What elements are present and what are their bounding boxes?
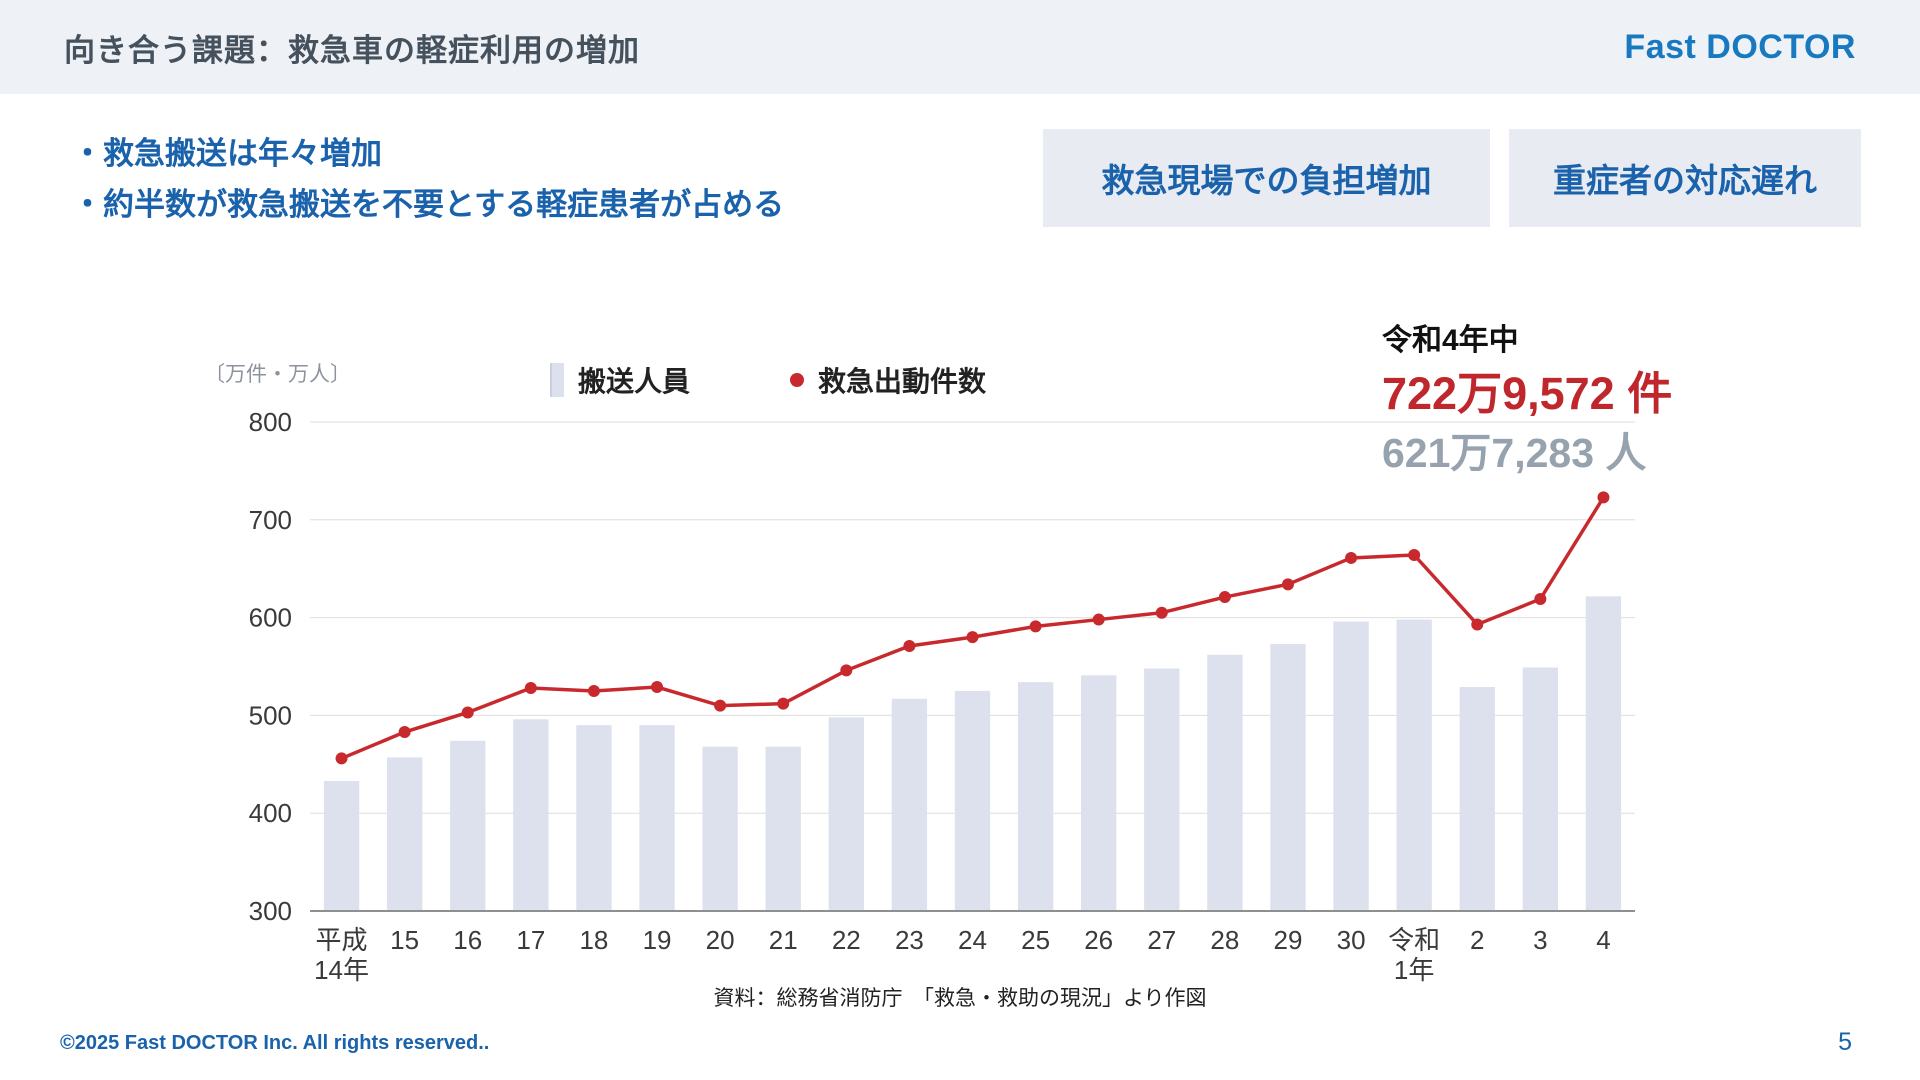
bar-transported <box>386 757 423 911</box>
bar-swatch-icon <box>550 363 564 397</box>
x-tick-label: 15 <box>390 925 419 955</box>
bar-transported <box>323 780 360 911</box>
legend-item-transported: 搬送人員 <box>550 360 690 400</box>
line-point <box>335 752 348 765</box>
line-point <box>1597 491 1610 504</box>
bar-transported <box>1585 596 1622 911</box>
x-tick-label: 19 <box>643 925 672 955</box>
callout-delayed-response: 重症者の対応遅れ <box>1509 129 1861 227</box>
line-point <box>651 681 664 694</box>
bar-transported <box>1207 654 1243 911</box>
line-point <box>1155 606 1168 619</box>
x-tick-label: 17 <box>516 925 545 955</box>
line-point <box>1345 551 1358 564</box>
bar-transported <box>702 746 738 911</box>
x-tick-label: 3 <box>1533 925 1547 955</box>
chart-legend: 搬送人員 救急出動件数 <box>550 360 986 400</box>
x-tick-label: 平成 14年 <box>314 925 369 985</box>
callout-burden-increase: 救急現場での負担増加 <box>1043 129 1490 227</box>
x-tick-label: 令和 1年 <box>1388 925 1440 985</box>
y-tick-label: 700 <box>249 505 292 535</box>
x-tick-label: 24 <box>958 925 987 955</box>
bar-transported <box>1081 675 1117 911</box>
bar-transported <box>576 725 612 911</box>
line-point <box>1092 613 1105 626</box>
bullet-2: ・約半数が救急搬送を不要とする軽症患者が占める <box>72 187 785 223</box>
x-tick-label: 25 <box>1021 925 1050 955</box>
bar-transported <box>1459 687 1495 911</box>
bar-transported <box>1270 644 1306 911</box>
x-tick-label: 18 <box>579 925 608 955</box>
bar-transported <box>891 698 928 911</box>
line-point <box>1281 578 1294 591</box>
fast-doctor-logo: Fast DOCTOR <box>1624 27 1856 66</box>
annotation-dispatch-count: 722万9,572 件 <box>1382 367 1673 419</box>
line-point <box>714 699 727 712</box>
bullet-list: ・救急搬送は年々増加 ・約半数が救急搬送を不要とする軽症患者が占める <box>72 128 784 230</box>
y-tick-label: 400 <box>249 798 292 828</box>
bar-transported <box>765 746 801 911</box>
bar-transported <box>828 717 864 911</box>
legend-label-transported: 搬送人員 <box>578 366 691 397</box>
bar-transported <box>513 719 549 911</box>
x-tick-label: 2 <box>1470 925 1484 955</box>
y-tick-label: 800 <box>249 407 292 437</box>
line-point <box>777 697 790 710</box>
source-caption: 資料：総務省消防庁 「救急・救助の現況」より作図 <box>713 987 1207 1010</box>
header-band: 向き合う課題：救急車の軽症利用の増加 Fast DOCTOR <box>0 0 1920 94</box>
x-tick-label: 27 <box>1147 925 1176 955</box>
latest-year-annotation: 令和4年中 722万9,572 件 621万7,283 人 <box>1382 322 1672 479</box>
x-tick-label: 22 <box>832 925 861 955</box>
bar-transported <box>1522 667 1559 911</box>
x-tick-label: 30 <box>1337 925 1366 955</box>
line-point <box>840 664 853 677</box>
annotation-transport-count: 621万7,283 人 <box>1382 429 1647 476</box>
line-point <box>1534 593 1547 606</box>
bar-transported <box>1144 668 1180 911</box>
legend-item-dispatch: 救急出動件数 <box>790 360 986 400</box>
y-tick-label: 600 <box>249 603 292 633</box>
line-point <box>903 639 916 652</box>
bar-transported <box>1396 619 1432 911</box>
line-point <box>524 682 537 695</box>
bar-transported <box>450 740 486 911</box>
line-point <box>587 684 600 697</box>
line-point <box>1029 620 1042 633</box>
line-point <box>1408 549 1421 562</box>
red-dot-icon <box>790 373 805 387</box>
copyright-text: ©2025 Fast DOCTOR Inc. All rights reserv… <box>60 1032 490 1054</box>
x-tick-label: 16 <box>453 925 482 955</box>
x-tick-label: 26 <box>1084 925 1113 955</box>
line-point <box>1471 618 1484 631</box>
bar-transported <box>954 690 991 911</box>
line-point <box>461 706 474 719</box>
line-point <box>966 631 979 644</box>
bar-transported <box>1017 682 1054 911</box>
y-tick-label: 300 <box>249 896 292 926</box>
y-tick-label: 500 <box>249 700 292 730</box>
x-tick-label: 23 <box>895 925 924 955</box>
line-point <box>1218 591 1231 604</box>
x-tick-label: 20 <box>706 925 735 955</box>
page-number: 5 <box>1838 1028 1852 1056</box>
line-point <box>398 726 411 739</box>
page-title: 向き合う課題：救急車の軽症利用の増加 <box>64 32 640 68</box>
x-tick-label: 28 <box>1210 925 1239 955</box>
annotation-period: 令和4年中 <box>1382 324 1519 357</box>
x-tick-label: 21 <box>769 925 798 955</box>
axis-unit-label: 〔万件・万人〕 <box>204 363 351 386</box>
x-tick-label: 4 <box>1596 925 1610 955</box>
legend-label-dispatch: 救急出動件数 <box>818 366 987 397</box>
bar-transported <box>639 725 675 911</box>
bar-transported <box>1333 621 1369 911</box>
x-tick-label: 29 <box>1274 925 1303 955</box>
chart-area: 〔万件・万人〕 搬送人員 救急出動件数 300 400 500 600 700 800 平成… <box>180 330 1660 990</box>
bullet-1: ・救急搬送は年々増加 <box>72 136 382 171</box>
